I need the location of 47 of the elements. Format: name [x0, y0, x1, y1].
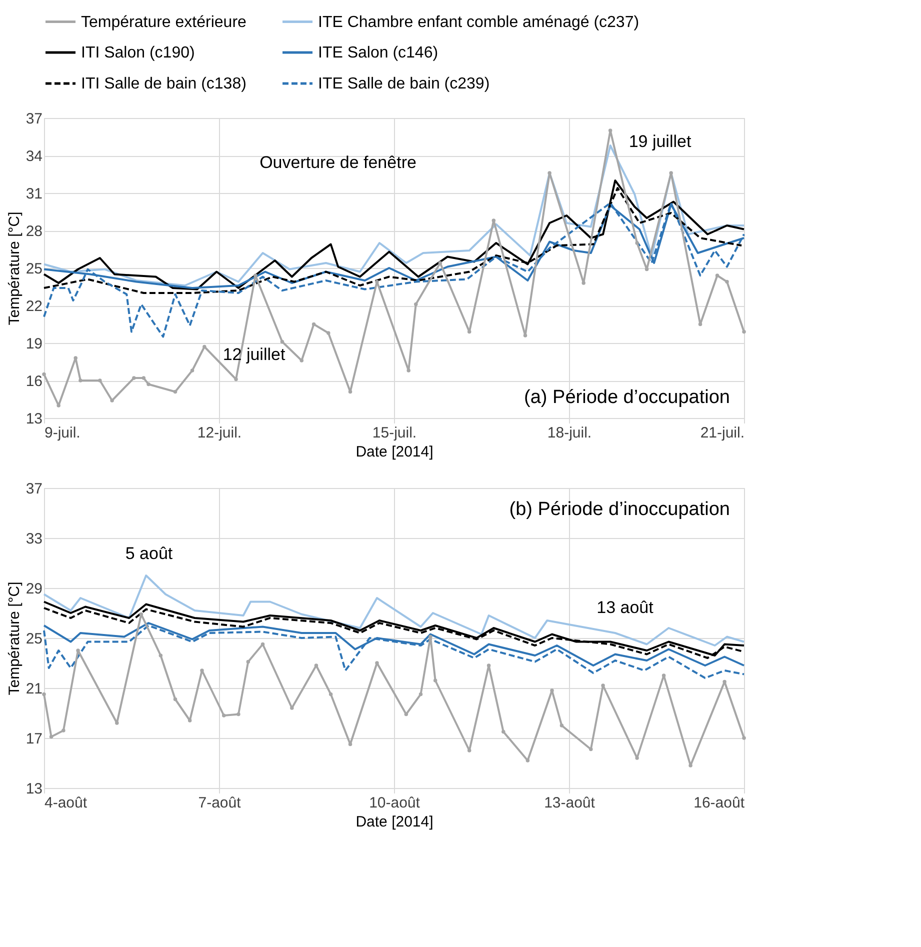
y-tick-label: 13: [26, 410, 42, 428]
x-tick-label: 9-juil.: [44, 424, 80, 442]
legend-label: ITE Chambre enfant comble aménagé (c237): [318, 14, 640, 31]
y-tick-label: 33: [26, 530, 42, 548]
annotation: 12 juillet: [222, 345, 286, 364]
legend-label: ITI Salon (c190): [81, 44, 195, 62]
legend-label: ITI Salle de bain (c138): [81, 76, 246, 92]
annotation: Ouverture de fenêtre: [260, 153, 416, 172]
x-tick-label: 7-août: [198, 794, 242, 812]
x-tick-label: 13-août: [544, 794, 596, 812]
x-axis-title: Date [2014]: [356, 444, 434, 460]
x-tick-label: 21-juil.: [700, 424, 744, 442]
y-axis-title: Température [°C]: [6, 582, 23, 696]
annotation: 19 juillet: [628, 132, 692, 151]
annotation: 13 août: [596, 598, 654, 617]
y-tick-label: 19: [26, 336, 42, 352]
x-tick-label: 18-juil.: [547, 424, 592, 442]
line-series: [43, 574, 745, 646]
x-tick-label: 4-août: [44, 794, 88, 812]
y-tick-label: 37: [26, 110, 42, 128]
y-tick-label: 17: [26, 730, 42, 748]
line-series: [43, 624, 745, 679]
x-tick-label: 15-juil.: [372, 424, 417, 442]
y-tick-label: 25: [26, 630, 42, 648]
x-tick-label: 10-août: [369, 794, 421, 812]
legend-label: ITE Salon (c146): [318, 44, 438, 62]
legend-label: Température extérieure: [81, 14, 247, 31]
y-tick-label: 29: [26, 580, 42, 598]
line-series: [43, 600, 745, 656]
annotation: 5 août: [125, 544, 173, 563]
y-tick-label: 21: [26, 680, 42, 698]
y-tick-label: 16: [26, 373, 42, 390]
y-axis-title: Température [°C]: [6, 212, 23, 326]
y-tick-label: 25: [26, 260, 42, 278]
x-axis-title: Date [2014]: [356, 814, 434, 830]
y-tick-label: 34: [26, 148, 42, 165]
y-tick-label: 22: [26, 298, 42, 315]
line-series: [43, 202, 745, 338]
annotation: (a) Période d’occupation: [524, 387, 730, 408]
annotation: (b) Période d’inoccupation: [509, 499, 730, 520]
legend-label: ITE Salle de bain (c239): [318, 76, 490, 92]
x-tick-label: 16-août: [694, 794, 746, 812]
y-tick-label: 37: [26, 480, 42, 498]
y-tick-label: 31: [26, 186, 42, 202]
x-tick-label: 12-juil.: [197, 424, 242, 442]
y-tick-label: 13: [26, 780, 42, 798]
y-tick-label: 28: [26, 223, 42, 240]
